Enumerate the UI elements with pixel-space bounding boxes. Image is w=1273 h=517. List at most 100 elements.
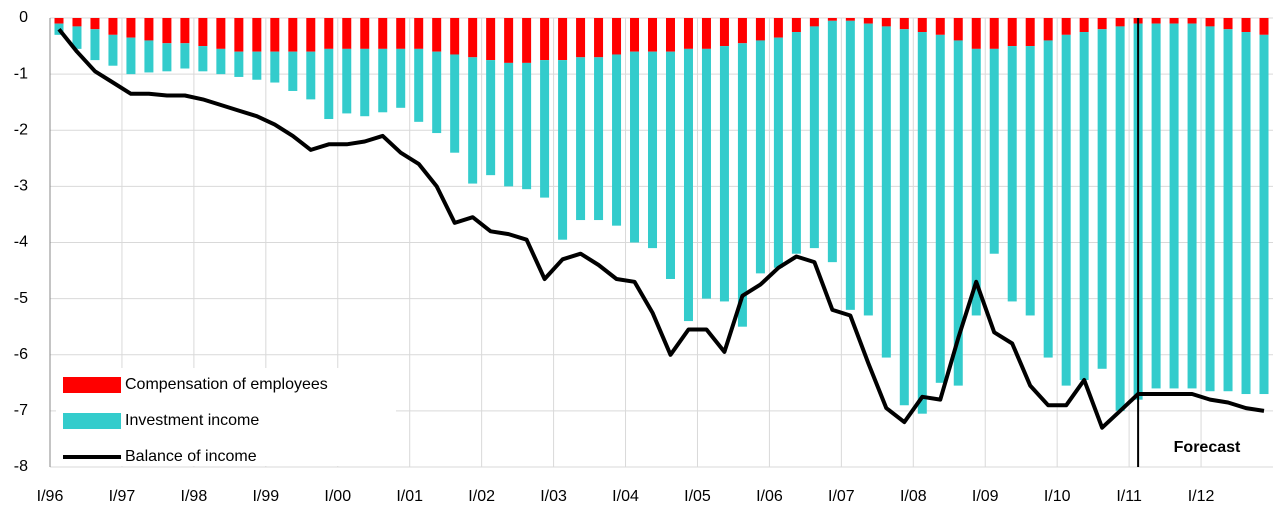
- bar: [1007, 46, 1017, 302]
- bar: [1169, 23, 1179, 389]
- x-tick-label: I/02: [468, 488, 495, 505]
- bar: [863, 18, 873, 24]
- bar: [558, 60, 568, 240]
- x-tick-label: I/96: [37, 488, 64, 505]
- bar: [72, 26, 82, 49]
- bar: [288, 18, 298, 52]
- bar: [468, 57, 478, 184]
- bar: [216, 48, 226, 75]
- y-tick-label: 0: [19, 9, 28, 26]
- y-tick-label: -5: [14, 290, 28, 307]
- bar: [683, 48, 693, 322]
- bar: [1259, 18, 1269, 35]
- bar: [989, 48, 999, 254]
- bar: [252, 18, 262, 52]
- bar: [809, 26, 819, 249]
- bar: [809, 18, 819, 27]
- bar: [1061, 18, 1071, 35]
- bar: [899, 18, 909, 30]
- bar: [180, 43, 190, 69]
- bar: [899, 29, 909, 406]
- bar: [791, 18, 801, 33]
- line: [57, 27, 1265, 430]
- bar: [719, 46, 729, 302]
- bar: [773, 18, 783, 38]
- bar: [504, 18, 514, 63]
- bar: [827, 20, 837, 263]
- bar: [612, 54, 622, 226]
- bar: [504, 62, 514, 187]
- x-tick-label: I/98: [181, 488, 208, 505]
- bar: [1025, 18, 1035, 47]
- y-tick-label: -3: [14, 178, 28, 195]
- bar: [1043, 40, 1053, 358]
- bar: [180, 18, 190, 44]
- x-tick-label: I/06: [756, 488, 783, 505]
- bar: [630, 18, 640, 52]
- x-tick-label: I/04: [612, 488, 639, 505]
- bar: [845, 20, 855, 310]
- legend-swatch: [63, 377, 121, 393]
- x-tick-label: I/10: [1044, 488, 1071, 505]
- bar: [1241, 18, 1251, 33]
- x-tick-label: I/08: [900, 488, 927, 505]
- bar: [1007, 18, 1017, 47]
- bar: [1061, 34, 1071, 386]
- bar: [917, 32, 927, 414]
- bar: [144, 40, 154, 73]
- bar: [1115, 26, 1125, 411]
- bar: [719, 18, 729, 47]
- bar: [522, 62, 532, 190]
- bar: [432, 51, 442, 134]
- legend-label: Balance of income: [125, 448, 257, 465]
- labels: 0 -1 -2 -3 -4 -5 -6 -7 -8 I/96 I/97 I/98 I/99 I/00 I/0…: [14, 9, 1241, 505]
- bar: [90, 18, 100, 30]
- x-tick-label: I/05: [684, 488, 711, 505]
- bar: [935, 18, 945, 35]
- legend: Compensation of employees Investment inco…: [56, 368, 396, 466]
- lines: [57, 18, 1265, 467]
- bar: [342, 18, 352, 49]
- bar: [198, 46, 208, 72]
- bar: [306, 18, 316, 52]
- bar: [1259, 34, 1269, 395]
- bar: [540, 18, 550, 61]
- bar: [576, 57, 586, 221]
- bar: [953, 40, 963, 386]
- bar: [953, 18, 963, 41]
- bar: [540, 60, 550, 198]
- bar: [396, 48, 406, 108]
- bar: [162, 18, 172, 44]
- bar: [72, 18, 82, 27]
- annotation: Forecast: [1174, 439, 1241, 456]
- bar: [630, 51, 640, 243]
- bar: [126, 37, 136, 75]
- bars: [54, 18, 1269, 414]
- bar: [414, 48, 424, 122]
- bar: [252, 51, 262, 80]
- y-tick-label: -8: [14, 458, 28, 475]
- bar: [324, 48, 334, 120]
- bar: [468, 18, 478, 58]
- bar: [648, 51, 658, 249]
- bar: [360, 18, 370, 49]
- bar: [108, 34, 118, 66]
- bar: [270, 51, 280, 83]
- bar: [1097, 29, 1107, 369]
- bar: [737, 43, 747, 327]
- bar: [1187, 23, 1197, 389]
- bar: [971, 18, 981, 49]
- bar: [971, 48, 981, 316]
- bar: [558, 18, 568, 61]
- bar: [1151, 18, 1161, 24]
- bar: [288, 51, 298, 91]
- x-tick-label: I/07: [828, 488, 855, 505]
- legend-label: Compensation of employees: [125, 376, 328, 393]
- bar: [1151, 23, 1161, 389]
- y-tick-label: -4: [14, 234, 28, 251]
- y-tick-label: -6: [14, 346, 28, 363]
- bar: [845, 18, 855, 21]
- x-tick-label: I/03: [540, 488, 567, 505]
- bar: [648, 18, 658, 52]
